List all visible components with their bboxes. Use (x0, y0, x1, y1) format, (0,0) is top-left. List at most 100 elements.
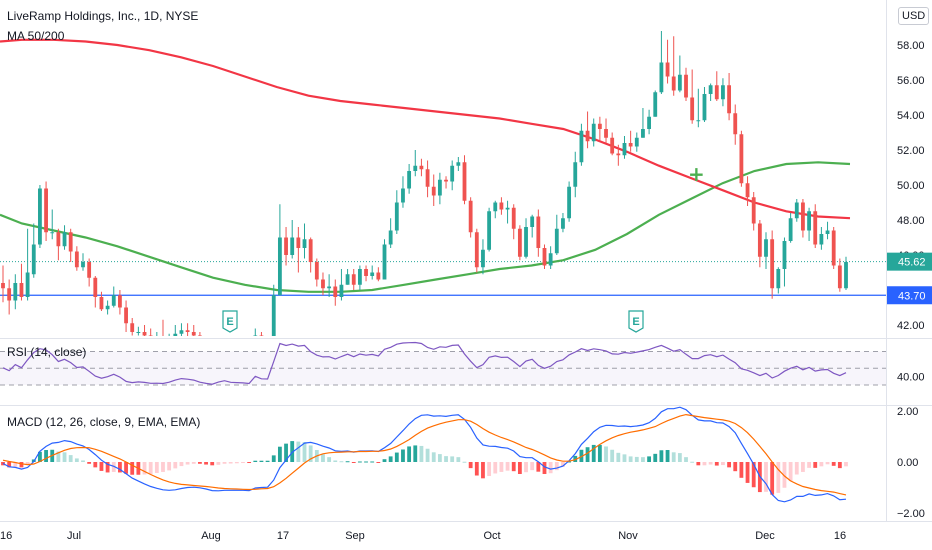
candle (124, 307, 128, 324)
macd-histogram-bar (659, 450, 664, 462)
macd-histogram-bar (327, 457, 332, 462)
candle (819, 234, 824, 245)
rsi-line (2, 341, 847, 385)
candle (714, 85, 719, 100)
earnings-marker[interactable]: E (222, 310, 238, 333)
earnings-badge[interactable] (222, 310, 238, 333)
macd-histogram-bar (696, 462, 701, 466)
candle (364, 269, 368, 276)
candle (142, 332, 147, 336)
macd-histogram-bar (204, 462, 208, 465)
macd-histogram-bar (733, 462, 738, 472)
macd-histogram-bar (628, 456, 633, 462)
candle (542, 248, 547, 266)
candle (517, 228, 522, 257)
macd-histogram-bar (364, 461, 368, 463)
candle (757, 223, 762, 257)
candle (425, 169, 430, 187)
macd-histogram-bar (825, 462, 830, 465)
candle (462, 162, 467, 201)
candle (671, 76, 676, 91)
candle (25, 272, 30, 297)
candle (7, 288, 12, 301)
macd-histogram-bar (185, 462, 190, 465)
candle (19, 283, 24, 297)
macd-histogram-bar (7, 462, 12, 468)
indicator-label[interactable]: MA 50/200 (7, 29, 65, 43)
candle (751, 197, 756, 224)
candle (837, 265, 842, 289)
candle (499, 202, 504, 210)
ma200-line (0, 38, 851, 220)
candle (659, 62, 664, 93)
macd-histogram-bar (74, 458, 79, 462)
macd-histogram-bar (351, 462, 356, 463)
candle (641, 129, 645, 138)
macd-histogram-bar (357, 461, 362, 463)
macd-histogram-bar (197, 462, 202, 464)
candle (179, 330, 184, 334)
rsi-title[interactable]: RSI (14, close) (7, 345, 87, 359)
candle (376, 272, 381, 280)
candle (524, 227, 528, 257)
macd-histogram-bar (118, 462, 122, 473)
earnings-badge[interactable] (628, 310, 644, 333)
candle (456, 162, 461, 166)
macd-histogram-bar (671, 452, 676, 462)
candle (185, 330, 190, 332)
cross-marker: + (688, 162, 705, 186)
macd-histogram-bar (290, 441, 295, 462)
macd-histogram-bar (739, 462, 744, 478)
rsi-tick-label: 40.00 (897, 372, 925, 384)
currency-button[interactable]: USD (898, 7, 930, 25)
candle (81, 262, 85, 268)
macd-histogram-bar (597, 444, 602, 462)
candle (708, 85, 713, 94)
macd-histogram-bar (388, 456, 393, 462)
macd-histogram-bar (19, 462, 24, 468)
x-tick-label: Oct (483, 530, 500, 542)
candle (622, 143, 627, 156)
price-label-bg (887, 286, 932, 305)
candle (290, 237, 295, 255)
candle (696, 120, 701, 122)
price-label: 43.70 (898, 290, 926, 302)
signal-line (2, 413, 847, 496)
macd-histogram-bar (370, 461, 375, 463)
macd-histogram-bar (444, 456, 448, 462)
rsi-pane: 40.00 (0, 341, 925, 386)
macd-histogram-bar (585, 447, 590, 462)
candle (401, 188, 405, 203)
price-label: 45.62 (898, 257, 926, 269)
candle (197, 335, 202, 336)
candle (628, 143, 633, 147)
candle (573, 162, 578, 187)
candle (253, 335, 258, 336)
macd-histogram-bar (579, 449, 584, 462)
macd-histogram-bar (105, 462, 110, 473)
price-label-bg (887, 252, 932, 271)
macd-histogram-bar (247, 462, 252, 464)
earnings-marker[interactable]: E (628, 310, 644, 333)
macd-histogram-bar (604, 446, 608, 462)
candle (764, 239, 768, 257)
candle (844, 262, 848, 289)
candle (407, 171, 412, 189)
macd-histogram-bar (684, 457, 688, 462)
macd-histogram-bar (339, 461, 344, 463)
candle (610, 137, 615, 154)
candle (111, 295, 116, 306)
macd-histogram-bar (487, 462, 492, 477)
macd-title[interactable]: MACD (12, 26, close, 9, EMA, EMA) (7, 415, 201, 429)
price-tick-label: 54.00 (897, 110, 925, 122)
candle (770, 239, 775, 289)
candle (616, 153, 621, 156)
macd-histogram-bar (99, 462, 104, 471)
macd-histogram-bar (38, 451, 42, 462)
candle (831, 230, 836, 266)
macd-histogram-bar (801, 462, 805, 472)
macd-histogram-bar (345, 461, 350, 463)
macd-histogram-bar (413, 445, 418, 462)
candle (702, 94, 707, 121)
